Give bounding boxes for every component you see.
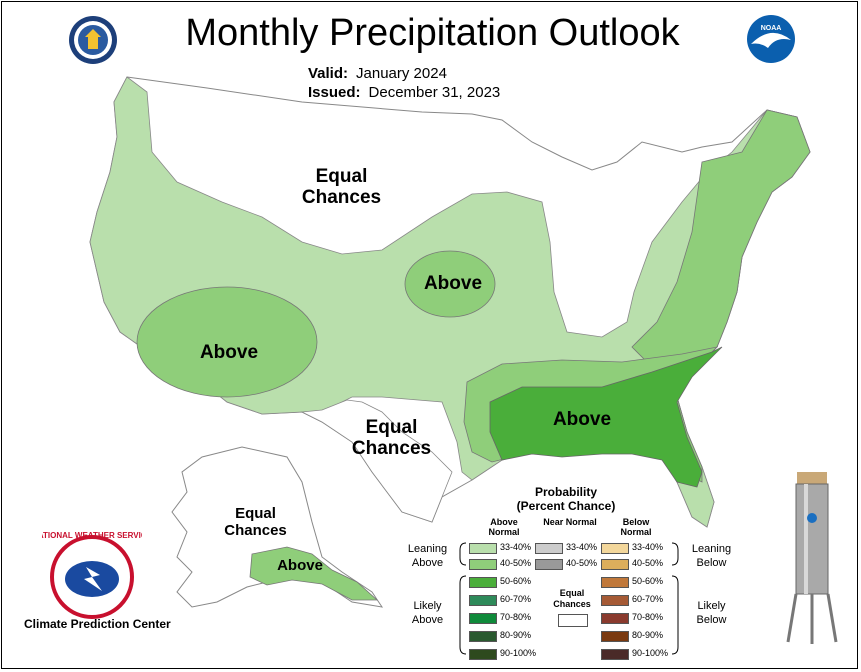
legend-above-swatch-4 xyxy=(469,613,497,624)
issued-line: Issued: December 31, 2023 xyxy=(308,84,501,101)
legend-below-swatch-4 xyxy=(601,613,629,624)
legend-near-swatch-label-0: 33-40% xyxy=(566,542,598,552)
noaa-logo-icon: NOAA xyxy=(747,15,795,63)
legend-below-swatch-5 xyxy=(601,631,629,642)
legend-above-swatch-2 xyxy=(469,577,497,588)
texas-equal-chances xyxy=(300,399,453,523)
alaska-above-region xyxy=(249,546,379,601)
page-title: Monthly Precipitation Outlook xyxy=(185,12,680,54)
legend-below-swatch-label-6: 90-100% xyxy=(632,648,669,658)
legend-near-swatch-0 xyxy=(535,543,563,554)
legend-below-swatch-6 xyxy=(601,649,629,660)
east-coast-above-region xyxy=(631,109,811,373)
legend-equal-chances: Equal Chances xyxy=(553,588,591,609)
legend-above-swatch-5 xyxy=(469,631,497,642)
cpc-label: Climate Prediction Center xyxy=(24,617,171,631)
legend-above-swatch-1 xyxy=(469,559,497,570)
legend-title: Probability (Percent Chance) xyxy=(516,485,616,514)
legend-above-swatch-3 xyxy=(469,595,497,606)
southwest-above-region xyxy=(136,286,318,398)
legend-col-above: Above Normal xyxy=(488,517,520,538)
legend-above-swatch-label-6: 90-100% xyxy=(500,648,537,658)
legend-col-near: Near Normal xyxy=(543,517,597,527)
legend-above-swatch-label-0: 33-40% xyxy=(500,542,532,552)
label-above-southeast: Above xyxy=(552,409,612,430)
nws-logo-icon: NATIONAL WEATHER SERVICE xyxy=(42,531,142,619)
svg-text:NOAA: NOAA xyxy=(761,25,782,32)
southeast-above-core xyxy=(489,346,723,488)
legend-below-swatch-label-5: 80-90% xyxy=(632,630,664,640)
valid-line: Valid: January 2024 xyxy=(308,65,447,82)
legend-below-swatch-label-0: 33-40% xyxy=(632,542,664,552)
legend-below-swatch-label-1: 40-50% xyxy=(632,558,664,568)
legend-below-swatch-label-4: 70-80% xyxy=(632,612,664,622)
commerce-seal-icon xyxy=(69,16,117,64)
svg-text:NATIONAL WEATHER SERVICE: NATIONAL WEATHER SERVICE xyxy=(42,531,142,540)
legend-above-swatch-label-4: 70-80% xyxy=(500,612,532,622)
legend-above-swatch-label-5: 80-90% xyxy=(500,630,532,640)
legend-below-swatch-label-3: 60-70% xyxy=(632,594,664,604)
legend-leaning-above: Leaning Above xyxy=(407,543,448,569)
label-equal-chances-texas: Equal Chances xyxy=(351,417,432,459)
label-equal-chances-north: Equal Chances xyxy=(301,166,382,208)
legend-below-swatch-2 xyxy=(601,577,629,588)
legend-likely-above: Likely Above xyxy=(411,600,444,626)
legend-below-swatch-label-2: 50-60% xyxy=(632,576,664,586)
legend-above-swatch-label-3: 60-70% xyxy=(500,594,532,604)
legend-leaning-below: Leaning Below xyxy=(691,543,732,569)
legend-below-swatch-0 xyxy=(601,543,629,554)
legend-near-swatch-label-1: 40-50% xyxy=(566,558,598,568)
label-above-alaska: Above xyxy=(277,557,323,574)
legend-above-swatch-label-1: 40-50% xyxy=(500,558,532,568)
label-above-southwest: Above xyxy=(199,342,259,363)
label-equal-chances-alaska: Equal Chances xyxy=(224,505,287,539)
legend-likely-below: Likely Below xyxy=(696,600,727,626)
rain-gauge-icon xyxy=(786,472,838,644)
legend-col-below: Below Normal xyxy=(620,517,652,538)
plains-above-region xyxy=(404,250,496,318)
legend-above-swatch-6 xyxy=(469,649,497,660)
legend-below-swatch-1 xyxy=(601,559,629,570)
legend-above-swatch-0 xyxy=(469,543,497,554)
label-above-plains: Above xyxy=(423,273,483,294)
legend-above-swatch-label-2: 50-60% xyxy=(500,576,532,586)
legend-equal-chances-swatch xyxy=(558,614,588,627)
legend-near-swatch-1 xyxy=(535,559,563,570)
legend-below-swatch-3 xyxy=(601,595,629,606)
